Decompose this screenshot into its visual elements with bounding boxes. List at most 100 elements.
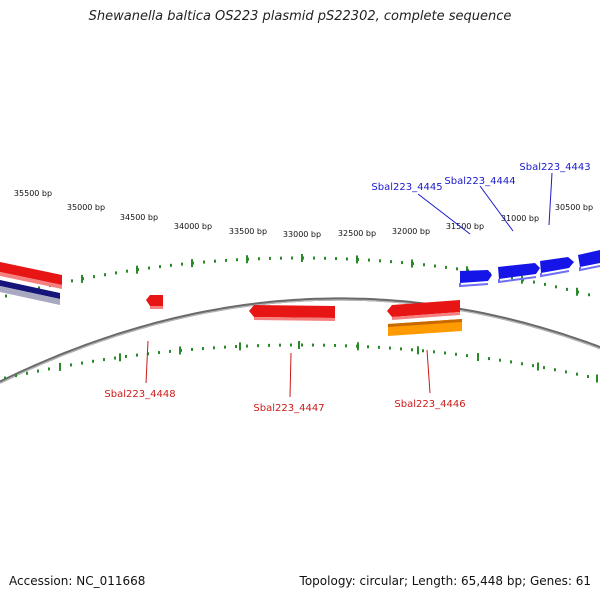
scale-tick-labels: 35500 bp 35000 bp 34500 bp 34000 bp 33500 bp…: [14, 189, 593, 239]
scale-dot: [181, 262, 183, 266]
scale-dot: [126, 269, 128, 273]
scale-dot: [48, 367, 50, 371]
scale-dot: [455, 352, 457, 356]
plasmid-backbone: [0, 297, 600, 384]
label-leader-lines: [145, 172, 553, 398]
scale-dot: [555, 285, 557, 289]
tick-label: 32500 bp: [338, 229, 376, 238]
scale-dot: [444, 351, 446, 355]
scale-dot: [136, 353, 138, 357]
scale-dot: [390, 260, 392, 264]
scale-dot: [148, 266, 150, 270]
scale-dot: [389, 346, 391, 350]
gene-label-reverse: Sbal223_4446: [394, 399, 465, 410]
scale-dot: [566, 287, 568, 291]
scale-dot: [104, 273, 106, 277]
scale-dot: [301, 343, 303, 347]
scale-dot: [202, 347, 204, 351]
tick-label: 35000 bp: [67, 203, 105, 212]
scale-dot: [92, 359, 94, 363]
scale-dot: [554, 368, 556, 372]
cds-forward: [498, 263, 540, 279]
scale-dot: [313, 256, 315, 260]
scale-dot: [147, 352, 149, 356]
cds-shadow: [459, 283, 489, 288]
scale-dot: [434, 264, 436, 268]
tick-label: 33000 bp: [283, 230, 321, 239]
scale-dot: [510, 360, 512, 364]
scale-dot: [499, 358, 501, 362]
scale-dot: [203, 260, 205, 264]
scale-dot: [15, 374, 17, 378]
cds-reverse-shade: [254, 317, 335, 321]
scale-dot: [70, 363, 72, 367]
inner-scale-ticks: [59, 341, 598, 383]
tick-label: 35500 bp: [14, 189, 52, 198]
cds-forward: [540, 257, 574, 273]
scale-dot: [433, 350, 435, 354]
map-title: Shewanella baltica OS223 plasmid pS22302…: [88, 9, 512, 24]
scale-dot: [37, 369, 39, 373]
scale-dot: [246, 344, 248, 348]
gene-label-forward: Sbal223_4445: [371, 182, 442, 193]
scale-dot: [235, 345, 237, 349]
scale-dot: [533, 280, 535, 284]
scale-dot: [456, 267, 458, 271]
cds-reverse: [0, 262, 62, 285]
leader-line: [289, 352, 292, 398]
scale-dot: [411, 348, 413, 352]
scale-dot: [368, 258, 370, 262]
scale-dot: [4, 376, 6, 380]
leader-line: [548, 172, 553, 226]
scale-dot: [334, 343, 336, 347]
scale-dot: [345, 344, 347, 348]
cds-reverse-shade: [150, 306, 163, 309]
scale-dot: [258, 257, 260, 261]
cds-shadow: [498, 276, 537, 284]
cds-shadow: [540, 270, 570, 278]
scale-dot: [81, 361, 83, 365]
scale-dot: [26, 371, 28, 375]
scale-dot: [543, 366, 545, 370]
scale-dot: [115, 271, 117, 275]
outer-scale-ticks: [26, 254, 578, 296]
scale-dot: [159, 265, 161, 269]
cds-reverse: [249, 305, 335, 318]
scale-dot: [291, 256, 293, 260]
feature-orange-top: [388, 319, 462, 327]
scale-dot: [521, 362, 523, 366]
scale-dot: [158, 351, 160, 355]
scale-dot: [125, 355, 127, 359]
tick-label: 33500 bp: [229, 227, 267, 236]
scale-dot: [213, 346, 215, 350]
scale-dot: [565, 370, 567, 374]
tick-label: 31500 bp: [446, 222, 484, 231]
backbone-highlight: [0, 299, 600, 384]
tick-label: 34000 bp: [174, 222, 212, 231]
scale-dot: [225, 258, 227, 262]
scale-dot: [290, 343, 292, 347]
cds-forward: [460, 270, 492, 283]
scale-dot: [269, 256, 271, 260]
scale-dot: [367, 345, 369, 349]
accession-text: Accession: NC_011668: [9, 574, 146, 588]
feature-navy-shade: [0, 286, 60, 305]
scale-dot: [587, 375, 589, 379]
scale-dot: [312, 343, 314, 347]
topology-summary: Topology: circular; Length: 65,448 bp; G…: [299, 574, 591, 588]
scale-dot: [236, 258, 238, 262]
tick-label: 32000 bp: [392, 227, 430, 236]
leader-line: [417, 193, 471, 235]
scale-dot: [114, 356, 116, 360]
cds-shadow: [579, 265, 600, 272]
inner-scale-dots: [4, 343, 589, 380]
cds-reverse: [387, 300, 460, 317]
backbone-line: [0, 297, 600, 384]
scale-dot: [103, 358, 105, 362]
scale-dot: [279, 343, 281, 347]
scale-dot: [257, 344, 259, 348]
scale-dot: [346, 257, 348, 261]
scale-dot: [401, 261, 403, 265]
scale-dot: [191, 347, 193, 351]
